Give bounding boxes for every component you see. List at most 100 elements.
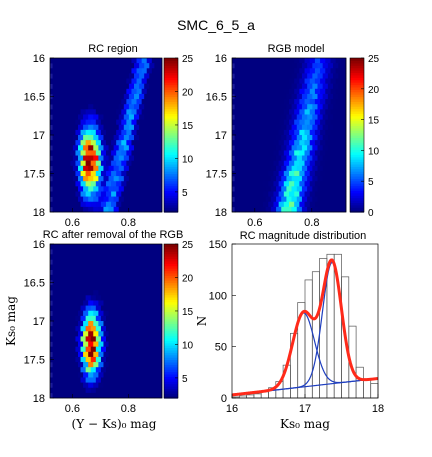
heatmap-cell [111,68,117,74]
heatmap-cell [146,336,153,342]
heatmap-cell [134,135,140,141]
heatmap-cell [93,63,99,69]
heatmap-cell [149,382,155,389]
heatmap-cell [52,63,58,69]
colorbar-segment [164,383,178,387]
heatmap-cell [146,68,153,74]
heatmap-cell [149,135,155,141]
heatmap-cell [75,295,81,301]
heatmap-cell [244,124,251,131]
heatmap-cell [93,165,99,172]
heatmap-cell [301,165,308,172]
heatmap-cell [134,206,140,213]
heatmap-cell [88,259,94,265]
heatmap-cell [98,124,104,131]
heatmap-cell [237,181,243,187]
y-tick-label: 17 [33,130,45,142]
heatmap-cell [330,170,336,177]
heatmap-cell [95,274,102,281]
heatmap-cell [83,300,89,306]
heatmap-cell [106,58,112,64]
heatmap-cell [151,264,158,270]
heatmap-cell [242,201,248,208]
colorbar-segment [164,187,178,191]
heatmap-cell [85,119,92,126]
heatmap-cell [57,145,64,151]
heatmap-cell [55,78,61,84]
heatmap-cell [113,186,120,192]
heatmap-cell [108,300,114,306]
heatmap-cell [103,249,109,255]
y-tick-label: 150 [209,239,227,251]
heatmap-cell [67,310,74,317]
heatmap-cell [60,119,66,126]
heatmap-cell [338,104,344,110]
heatmap-cell [265,83,272,90]
heatmap-cell [270,206,277,213]
heatmap-cell [276,176,282,182]
heatmap-cell [320,68,326,74]
heatmap-cell [72,290,79,296]
heatmap-cell [250,145,256,151]
heatmap-cell [131,274,137,281]
heatmap-cell [60,140,66,146]
heatmap-cell [108,362,114,368]
heatmap-cell [111,160,117,167]
heatmap-cell [154,206,160,213]
heatmap-cell [333,135,339,141]
colorbar-segment [350,79,364,83]
heatmap-cell [121,191,127,197]
heatmap-cell [149,165,155,172]
heatmap-cell [85,201,92,208]
heatmap-cell [128,269,135,276]
heatmap-cell [113,341,120,347]
heatmap-cell [95,78,102,84]
heatmap-cell [83,259,89,265]
heatmap-cell [156,264,163,270]
heatmap-cell [93,186,99,192]
heatmap-cell [139,269,145,276]
heatmap-cell [134,249,140,255]
heatmap-cell [154,259,160,265]
heatmap-cell [65,285,71,291]
heatmap-cell [116,254,122,260]
heatmap-cell [286,93,292,100]
heatmap-cell [146,201,153,208]
heatmap-cell [70,129,76,136]
heatmap-cell [85,58,92,64]
heatmap-cell [333,104,339,110]
heatmap-cell [263,150,269,156]
heatmap-cell [239,135,246,141]
heatmap-cell [260,196,266,203]
heatmap-cell [106,68,112,74]
heatmap-cell [123,249,130,255]
heatmap-cell [134,93,140,100]
heatmap-cell [126,150,132,156]
heatmap-cell [247,78,254,84]
heatmap-cell [90,129,97,136]
heatmap-cell [283,129,290,136]
heatmap-cell [72,104,79,110]
heatmap-cell [123,176,130,182]
heatmap-cell [283,150,290,156]
heatmap-cell [294,181,300,187]
heatmap-cell [276,145,282,151]
heatmap-cell [128,321,135,327]
heatmap-cell [291,83,298,90]
heatmap-cell [322,104,329,110]
heatmap-cell [62,93,69,100]
heatmap-cell [85,367,92,373]
y-tick-label: 18 [215,207,227,219]
heatmap-cell [286,176,292,182]
heatmap-cell [118,310,125,317]
heatmap-cell [80,140,86,146]
heatmap-cell [141,140,148,146]
heatmap-cell [103,186,109,192]
heatmap-cell [327,114,334,120]
colorbar-tick-label: 10 [182,154,194,165]
heatmap-cell [78,176,84,182]
heatmap-cell [149,279,155,286]
heatmap-cell [325,78,331,84]
heatmap-cell [70,191,76,197]
heatmap-cell [263,88,269,95]
